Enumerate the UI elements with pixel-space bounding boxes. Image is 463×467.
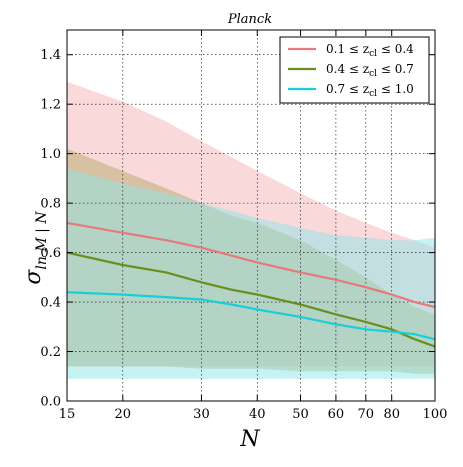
plot-frame bbox=[66, 29, 436, 402]
legend-label-1: 0.1 ≤ zcl ≤ 0.4 bbox=[326, 42, 414, 59]
y-tick-label: 0.6 bbox=[40, 246, 61, 261]
legend-label-3: 0.7 ≤ zcl ≤ 1.0 bbox=[326, 82, 414, 99]
ticks-layer: 15 20 30 40 50 60 70 80 100 0.0 0.2 0.4 0.6 0.8 1.0 1.2… bbox=[40, 30, 447, 422]
x-tick-label: 30 bbox=[193, 407, 210, 422]
lines-layer bbox=[67, 221, 435, 348]
y-tick-label: 0.0 bbox=[40, 395, 61, 410]
x-tick-label: 70 bbox=[358, 407, 375, 422]
y-axis-title: σln M | N bbox=[21, 211, 50, 285]
grid-layer bbox=[67, 30, 435, 401]
x-tick-label: 15 bbox=[59, 407, 76, 422]
x-axis-title: N bbox=[239, 427, 260, 452]
svg-text:σln M | N: σln M | N bbox=[21, 211, 50, 285]
x-tick-label: 40 bbox=[249, 407, 266, 422]
line-series-2 bbox=[67, 251, 435, 348]
x-tick-label: 20 bbox=[115, 407, 132, 422]
y-tick-label: 1.2 bbox=[40, 98, 61, 113]
line-series-1 bbox=[67, 221, 435, 309]
y-tick-label: 0.2 bbox=[40, 345, 61, 360]
x-tick-label: 60 bbox=[328, 407, 345, 422]
bands-layer bbox=[67, 81, 435, 379]
legend: 0.1 ≤ zcl ≤ 0.4 0.4 ≤ zcl ≤ 0.7 0.7 ≤ zcl … bbox=[279, 36, 430, 104]
line-series-3 bbox=[67, 291, 435, 341]
y-tick-label: 1.0 bbox=[40, 147, 61, 162]
legend-label-2: 0.4 ≤ zcl ≤ 0.7 bbox=[326, 62, 414, 79]
x-tick-label: 50 bbox=[292, 407, 309, 422]
x-tick-label: 80 bbox=[383, 407, 400, 422]
y-tick-label: 0.8 bbox=[40, 197, 61, 212]
y-tick-label: 1.4 bbox=[40, 48, 61, 63]
chart-title: Planck bbox=[227, 12, 272, 27]
x-tick-label: 100 bbox=[423, 407, 448, 422]
y-tick-label: 0.4 bbox=[40, 296, 61, 311]
